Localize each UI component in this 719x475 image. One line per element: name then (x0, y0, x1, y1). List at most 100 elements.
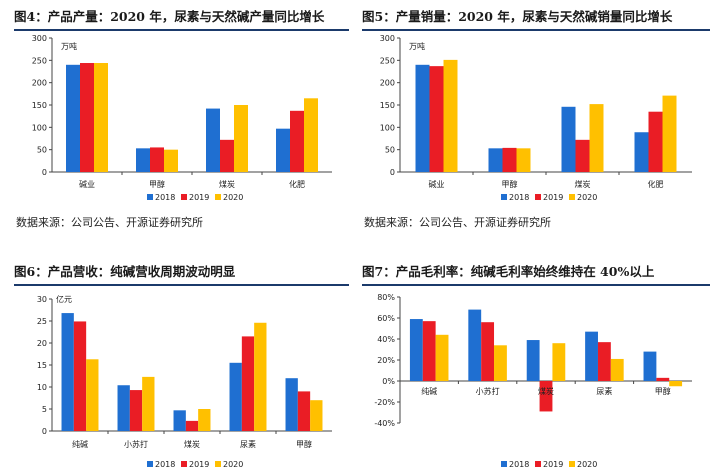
y-tick-label: 0 (42, 427, 47, 436)
category-label: 碱业 (79, 179, 95, 189)
y-tick-label: 80% (377, 293, 395, 302)
legend-swatch (181, 461, 187, 467)
legend-label: 2018 (155, 193, 175, 202)
bar-2020 (198, 409, 211, 431)
chart-title: 图7：产品毛利率：纯碱毛利率始终维持在 40%以上 (362, 264, 655, 279)
source-note-left: 数据来源：公司公告、开源证券研究所 (16, 216, 203, 229)
bar-2020 (164, 149, 178, 172)
category-label: 纯碱 (421, 386, 437, 396)
y-tick-label: 150 (380, 101, 395, 110)
legend-swatch (569, 461, 575, 467)
unit-label: 万吨 (409, 41, 425, 51)
bar-2020 (86, 359, 99, 431)
y-tick-label: 0 (390, 168, 395, 177)
y-tick-label: 10 (37, 383, 47, 392)
y-tick-label: 0 (42, 168, 47, 177)
y-tick-label: 100 (32, 123, 47, 132)
y-tick-label: -40% (374, 419, 395, 428)
category-label: 化肥 (648, 179, 664, 189)
legend-label: 2020 (577, 460, 597, 469)
legend-swatch (501, 194, 507, 200)
bar-2019 (422, 321, 436, 381)
bar-2020 (142, 376, 155, 431)
y-tick-label: 20% (377, 356, 395, 365)
bar-2019 (185, 420, 199, 431)
y-tick-label: 250 (380, 56, 395, 65)
category-label: 碱业 (429, 179, 445, 189)
bar-2019 (656, 377, 670, 381)
legend-label: 2018 (509, 193, 529, 202)
bar-2020 (234, 105, 248, 172)
bar-2018 (526, 340, 540, 381)
title-rule (362, 29, 710, 31)
category-label: 甲醇 (296, 439, 312, 449)
chart-title: 图5：产量销量：2020 年，尿素与天然碱销量同比增长 (362, 9, 673, 24)
bar-2020 (310, 400, 323, 431)
y-tick-label: 60% (377, 314, 395, 323)
category-label: 煤炭 (184, 439, 200, 449)
bar-2020 (669, 381, 683, 387)
y-tick-label: -20% (374, 398, 395, 407)
category-label: 纯碱 (72, 439, 88, 449)
y-tick-label: 20 (37, 339, 47, 348)
bar-2020 (443, 59, 458, 172)
bar-2018 (61, 313, 74, 431)
unit-label: 亿元 (56, 294, 72, 304)
bar-2018 (117, 385, 130, 431)
bar-2018 (285, 378, 298, 431)
bar-2019 (73, 321, 87, 431)
category-label: 煤炭 (538, 386, 554, 396)
legend-label: 2020 (577, 193, 597, 202)
y-tick-label: 0% (382, 377, 395, 386)
legend-label: 2019 (543, 193, 563, 202)
legend-label: 2020 (223, 460, 243, 469)
category-label: 小苏打 (476, 386, 500, 396)
legend-swatch (535, 461, 541, 467)
y-tick-label: 300 (32, 34, 47, 43)
bar-2019 (502, 147, 517, 172)
legend-swatch (535, 194, 541, 200)
y-tick-label: 25 (37, 317, 47, 326)
bar-2020 (254, 322, 267, 431)
legend-swatch (569, 194, 575, 200)
bar-2019 (575, 139, 590, 172)
bar-chart: -40% -20% 0% 20% 40% 60% 80% 纯碱 小苏打 煤炭 尿素 甲醇 2018 201… (374, 293, 692, 469)
title-rule (362, 284, 710, 286)
chart-title: 图6：产品营收：纯碱营收周期波动明显 (14, 264, 236, 279)
bar-2018 (136, 148, 150, 172)
bar-2020 (94, 63, 108, 172)
bar-2018 (409, 319, 423, 381)
y-tick-label: 50 (385, 146, 395, 155)
bar-2019 (597, 342, 611, 381)
chart-panel-gross-margin: 图7：产品毛利率：纯碱毛利率始终维持在 40%以上 -40% -20% 0% 20% 4… (362, 261, 710, 475)
bar-2018 (173, 410, 186, 431)
bar-2018 (561, 106, 576, 172)
bar-2020 (435, 334, 449, 381)
bar-2019 (129, 390, 143, 431)
y-tick-label: 30 (37, 295, 47, 304)
bar-2019 (648, 111, 663, 172)
chart-panel-sales: 图5：产量销量：2020 年，尿素与天然碱销量同比增长 0 50 100 150 200… (362, 6, 710, 206)
category-label: 尿素 (240, 439, 256, 449)
y-tick-label: 100 (380, 123, 395, 132)
bar-2018 (585, 331, 598, 381)
bar-2018 (415, 64, 430, 172)
source-note-right: 数据来源：公司公告、开源证券研究所 (364, 216, 551, 229)
legend-swatch (215, 194, 221, 200)
bar-2020 (494, 345, 507, 381)
bar-2018 (643, 351, 657, 381)
category-label: 甲醇 (655, 386, 671, 396)
category-label: 甲醇 (502, 179, 518, 189)
chart-panel-production: 图4：产品产量：2020 年，尿素与天然碱产量同比增长 0 50 100 150 200… (14, 6, 349, 206)
title-rule (14, 29, 349, 31)
legend-label: 2019 (189, 460, 209, 469)
bar-2018 (276, 128, 290, 172)
legend-label: 2018 (509, 460, 529, 469)
legend-label: 2019 (189, 193, 209, 202)
bar-2020 (589, 104, 604, 172)
bar-2019 (220, 139, 234, 172)
bar-2018 (206, 108, 220, 172)
category-label: 化肥 (289, 179, 305, 189)
